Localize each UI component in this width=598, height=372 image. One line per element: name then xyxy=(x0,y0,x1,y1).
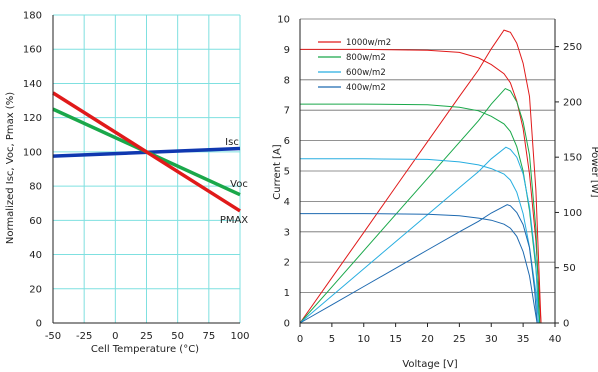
x-tick-label: 40 xyxy=(549,334,562,345)
y2-tick-label: 50 xyxy=(563,263,576,274)
y2-tick-label: 150 xyxy=(563,153,582,164)
y-tick-label: 20 xyxy=(29,284,42,295)
y-axis-label: Current [A] xyxy=(272,144,283,199)
x-tick-label: 20 xyxy=(421,334,434,345)
y-tick-label: 3 xyxy=(284,227,290,238)
legend: 1000w/m2 800w/m2 600w/m2 400w/m2 xyxy=(318,38,391,93)
y-tick-label: 120 xyxy=(23,113,42,124)
iv-curve-600w-m2 xyxy=(300,158,539,324)
pv-curve-1000w-m2 xyxy=(299,29,542,324)
y-tick-label: 10 xyxy=(277,15,290,26)
x-tick-label: -25 xyxy=(76,331,92,342)
legend-label-600w-m2: 600w/m2 xyxy=(346,68,386,78)
x-tick-label: 10 xyxy=(357,334,370,345)
y-tick-label: 5 xyxy=(284,167,290,178)
x-tick-label: 15 xyxy=(389,334,402,345)
temperature-coefficient-chart: -50 -25 0 25 50 75 100 0 20 40 60 80 100 120 140 160 180… xyxy=(5,11,250,356)
series-label-pmax: PMAX xyxy=(220,215,248,226)
x-axis-label: Voltage [V] xyxy=(402,359,457,370)
pv-curve-600w-m2 xyxy=(299,146,539,324)
series-line-pmax xyxy=(52,91,241,213)
y2-tick-label: 100 xyxy=(563,208,582,219)
grid xyxy=(300,18,555,294)
series-lines xyxy=(52,91,241,213)
y2-tick-label: 200 xyxy=(563,97,582,108)
iv-curve-1000w-m2 xyxy=(300,48,542,324)
axes xyxy=(52,15,240,324)
x-tick-label: 25 xyxy=(140,331,153,342)
y-tick-label: 0 xyxy=(36,319,42,330)
y-tick-label: 80 xyxy=(29,182,42,193)
series-label-isc: Isc xyxy=(225,137,239,148)
y-tick-label: 6 xyxy=(284,136,290,147)
y-tick-label: 180 xyxy=(23,11,42,22)
x-tick-label: 30 xyxy=(485,334,498,345)
iv-curve-400w-m2 xyxy=(300,213,538,324)
legend-label-400w-m2: 400w/m2 xyxy=(346,83,386,93)
legend-label-1000w-m2: 1000w/m2 xyxy=(346,38,391,48)
y-tick-label: 160 xyxy=(23,45,42,56)
x-tick-label: 0 xyxy=(297,334,303,345)
y-tick-label: 1 xyxy=(284,288,290,299)
y-tick-label: 40 xyxy=(29,250,42,261)
legend-label-800w-m2: 800w/m2 xyxy=(346,53,386,63)
y-axis-label: Normalized Isc, Voc, Pmax (%) xyxy=(5,92,16,244)
y-tick-label: 7 xyxy=(284,106,290,117)
grid xyxy=(52,14,241,324)
x-axis-label: Cell Temperature (°C) xyxy=(91,344,199,355)
x-tick-label: 50 xyxy=(171,331,184,342)
x-tick-label: 5 xyxy=(329,334,335,345)
y-tick-label: 60 xyxy=(29,216,42,227)
y-tick-label: 0 xyxy=(284,319,290,330)
pv-curve-800w-m2 xyxy=(299,87,541,324)
x-tick-label: 100 xyxy=(230,331,249,342)
x-tick-label: 25 xyxy=(453,334,466,345)
y-tick-label: 9 xyxy=(284,45,290,56)
y-tick-label: 100 xyxy=(23,147,42,158)
pv-curve-400w-m2 xyxy=(299,204,538,324)
y-tick-label: 4 xyxy=(284,197,290,208)
y2-tick-label: 0 xyxy=(563,319,569,330)
y-tick-label: 2 xyxy=(284,258,290,269)
series-label-voc: Voc xyxy=(230,179,248,190)
series-labels: Isc Voc PMAX xyxy=(220,137,248,226)
y2-tick-label: 250 xyxy=(563,42,582,53)
x-tick-label: 0 xyxy=(112,331,118,342)
tick-labels: -50 -25 0 25 50 75 100 0 20 40 60 80 100 120 140 160 180 xyxy=(23,11,250,343)
series-lines xyxy=(299,29,542,324)
y2-axis-label: Power [W] xyxy=(589,146,598,197)
x-tick-label: 35 xyxy=(517,334,530,345)
x-tick-label: 75 xyxy=(202,331,215,342)
x-tick-label: -50 xyxy=(45,331,61,342)
y-tick-label: 140 xyxy=(23,79,42,90)
axes xyxy=(299,19,559,327)
y-tick-label: 8 xyxy=(284,75,290,86)
